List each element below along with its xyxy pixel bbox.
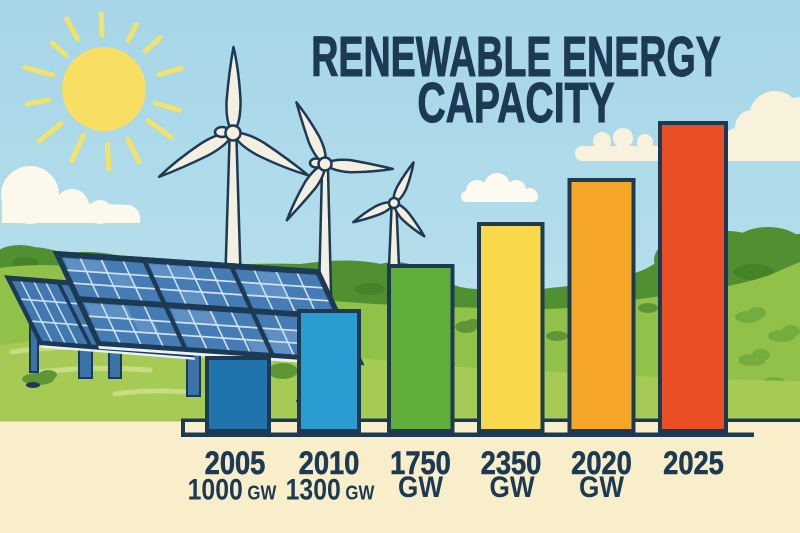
svg-text:2025: 2025 <box>663 446 724 482</box>
svg-text:GW: GW <box>398 471 444 504</box>
svg-text:GW: GW <box>579 471 625 504</box>
svg-text:2005: 2005 <box>205 446 266 482</box>
svg-text:1750: 1750 <box>390 446 451 482</box>
svg-text:2350: 2350 <box>481 446 542 482</box>
svg-text:RENEWABLE ENERGY: RENEWABLE ENERGY <box>311 25 721 89</box>
svg-text:2010: 2010 <box>299 446 360 482</box>
svg-text:2020: 2020 <box>571 446 632 482</box>
svg-text:CAPACITY: CAPACITY <box>417 72 614 135</box>
svg-text:1000 GW: 1000 GW <box>188 472 277 506</box>
svg-text:GW: GW <box>490 471 536 504</box>
